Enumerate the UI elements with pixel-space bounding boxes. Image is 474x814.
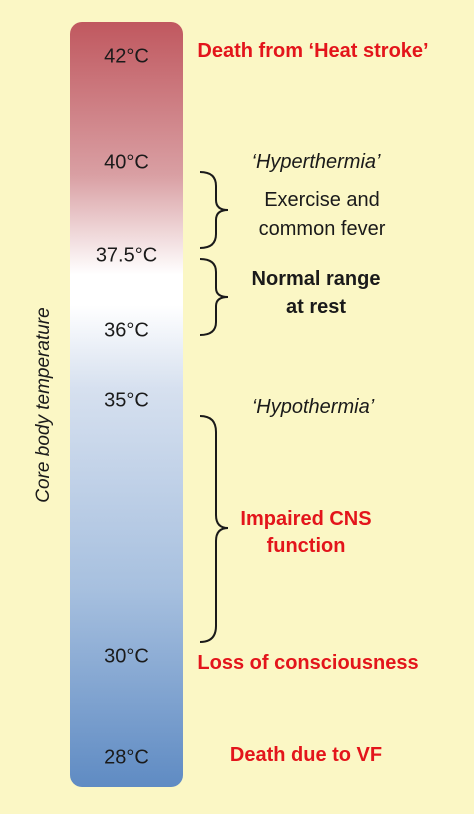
normal-range-label-line2: at rest bbox=[285, 296, 347, 318]
tick-42: 42°C bbox=[104, 45, 149, 68]
tick-30: 30°C bbox=[104, 645, 149, 668]
normal-range-label-line1: Normal range bbox=[251, 268, 381, 290]
hypothermia-label: ‘Hypothermia’ bbox=[251, 396, 375, 418]
tick-36: 36°C bbox=[104, 319, 149, 342]
exercise-label-line2: common fever bbox=[258, 218, 386, 240]
temperature-scale-bar bbox=[70, 22, 183, 787]
tick-28: 28°C bbox=[104, 746, 149, 769]
impaired-cns-label-line2: function bbox=[266, 535, 346, 557]
tick-37-5: 37.5°C bbox=[95, 244, 158, 267]
tick-35: 35°C bbox=[104, 389, 149, 412]
death-vf-label: Death due to VF bbox=[229, 744, 383, 766]
loss-of-consciousness-label: Loss of consciousness bbox=[197, 652, 419, 674]
heat-stroke-label: Death from ‘Heat stroke’ bbox=[197, 40, 429, 62]
tick-40: 40°C bbox=[104, 151, 149, 174]
brace-cns bbox=[199, 415, 229, 643]
exercise-label-line1: Exercise and bbox=[264, 189, 380, 211]
impaired-cns-label-line1: Impaired CNS bbox=[240, 508, 372, 530]
brace-normal bbox=[199, 258, 229, 336]
brace-exercise bbox=[199, 171, 229, 249]
hyperthermia-label: ‘Hyperthermia’ bbox=[251, 151, 381, 173]
